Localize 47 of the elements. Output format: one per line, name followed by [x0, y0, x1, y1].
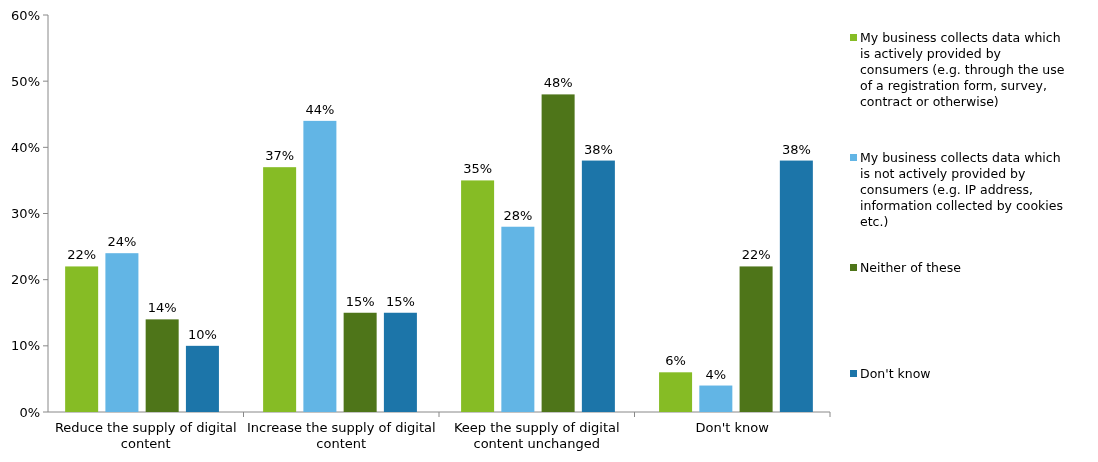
legend-label: My business collects data which is actively provided by consumers (e.g. through the use of a registration form, survey, contract or otherwise): [860, 30, 1065, 109]
data-label: 44%: [305, 101, 335, 117]
bar: [105, 253, 139, 412]
bar: [383, 312, 417, 412]
bar: [65, 266, 99, 412]
y-tick-label: 60%: [11, 7, 40, 23]
bar: [303, 120, 337, 412]
bar: [659, 372, 693, 412]
x-tick-label: Don't know: [695, 420, 770, 435]
data-label: 6%: [665, 353, 686, 369]
y-tick-label: 30%: [11, 206, 40, 221]
bar: [501, 226, 535, 412]
data-label: 28%: [503, 207, 533, 223]
legend-label: Neither of these: [860, 260, 962, 275]
bar: [343, 312, 377, 412]
bar: [581, 160, 615, 412]
data-label: 22%: [67, 247, 97, 263]
bar: [739, 266, 773, 412]
data-label: 48%: [543, 75, 573, 91]
data-label: 35%: [463, 161, 493, 177]
bar: [541, 94, 575, 412]
bar: [461, 180, 495, 412]
bar: [185, 345, 219, 412]
bar: [779, 160, 813, 412]
legend-label: My business collects data which is not actively provided by consumers (e.g. IP address, information collected by cookies etc.): [860, 150, 1064, 229]
y-tick-label: 0%: [19, 404, 40, 420]
data-label: 24%: [107, 234, 137, 250]
y-tick-label: 10%: [11, 338, 40, 354]
data-label: 22%: [741, 247, 771, 263]
legend-label: Don't know: [860, 366, 931, 381]
bar: [145, 319, 179, 412]
x-tick-label: Increase the supply of digital content: [246, 420, 436, 451]
data-label: 38%: [583, 141, 613, 157]
data-label: 15%: [345, 293, 375, 309]
bar: [263, 167, 297, 412]
data-label: 15%: [385, 293, 415, 309]
x-tick-label: Keep the supply of digital content unchanged: [453, 420, 620, 451]
data-label: 37%: [265, 148, 295, 164]
x-tick-label: Reduce the supply of digital content: [54, 420, 237, 451]
data-label: 38%: [781, 141, 811, 157]
y-tick-label: 40%: [11, 139, 40, 155]
data-label: 14%: [147, 300, 177, 316]
data-label: 10%: [187, 326, 217, 342]
bar: [699, 385, 733, 412]
data-label: 4%: [705, 366, 727, 382]
y-tick-label: 20%: [11, 272, 40, 288]
y-tick-label: 50%: [11, 73, 40, 89]
